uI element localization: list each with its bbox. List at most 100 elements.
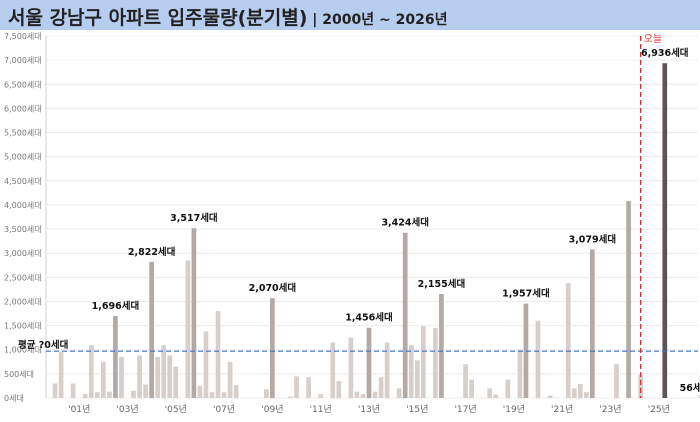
bar <box>396 388 402 398</box>
x-tick-label: '01년 <box>68 404 90 415</box>
bar <box>614 364 619 398</box>
bar <box>414 360 420 398</box>
bar <box>372 391 378 398</box>
bar <box>348 337 354 398</box>
x-tick-label: '09년 <box>261 404 283 415</box>
bar <box>173 366 179 398</box>
title-main: 서울 강남구 아파트 입주물량(분기별) <box>8 7 308 29</box>
bar <box>113 315 118 398</box>
y-tick-label: 5,500세대 <box>4 129 42 138</box>
today-marker-label: 오늘 <box>644 33 662 45</box>
bar <box>360 394 366 398</box>
bar <box>203 331 209 398</box>
x-tick-label: '15년 <box>406 404 428 415</box>
x-tick-label: '17년 <box>454 404 476 415</box>
bar <box>306 377 311 398</box>
bar <box>119 356 124 398</box>
bar <box>354 391 360 398</box>
bar <box>698 395 700 398</box>
x-tick-label: '13년 <box>358 404 380 415</box>
bar <box>233 384 239 398</box>
y-tick-label: 2,000세대 <box>4 297 42 306</box>
y-tick-label: 0세대 <box>4 394 24 403</box>
bar <box>58 352 64 398</box>
y-tick-label: 7,000세대 <box>4 56 42 65</box>
bar <box>439 293 444 398</box>
bar <box>626 201 631 398</box>
bar <box>420 326 426 398</box>
title-subtitle: 2000년 ~ 2026년 <box>322 12 448 28</box>
data-label: 2,070세대 <box>249 282 297 294</box>
x-tick-label: '05년 <box>165 404 187 415</box>
bar <box>149 261 155 398</box>
bar <box>197 385 203 398</box>
title-banner: 서울 강남구 아파트 입주물량(분기별) | 2000년 ~ 2026년 <box>0 0 700 30</box>
bar <box>318 394 324 398</box>
bar <box>221 392 227 398</box>
chart-canvas: 0세대 500세대 1,000세대 1,500세대 2,000세대 2,500세대 3,00… <box>4 32 700 415</box>
y-tick-label: 4,500세대 <box>4 177 42 186</box>
bar <box>589 249 595 398</box>
bar <box>469 379 474 398</box>
bar <box>215 311 221 398</box>
data-label: 1,696세대 <box>92 300 140 312</box>
bar <box>638 374 644 398</box>
y-tick-label: 2,500세대 <box>4 273 42 282</box>
y-tick-label: 3,500세대 <box>4 225 42 234</box>
data-label: 1,957세대 <box>502 288 550 300</box>
y-tick-label: 1,000세대 <box>4 346 42 355</box>
bar <box>433 328 438 398</box>
bar <box>52 383 58 398</box>
bar <box>463 364 468 398</box>
bar <box>107 391 112 398</box>
bar <box>384 342 390 398</box>
x-tick-label: '19년 <box>503 404 525 415</box>
bar <box>565 283 571 398</box>
bar <box>161 344 167 398</box>
data-label: 1,456세대 <box>345 312 393 324</box>
bar <box>263 389 269 398</box>
x-tick-label: '23년 <box>599 404 621 415</box>
bar <box>493 394 499 398</box>
data-label: 3,079세대 <box>569 233 617 245</box>
y-tick-label: 6,000세대 <box>4 104 42 113</box>
title-separator: | <box>307 12 323 28</box>
x-tick-label: '03년 <box>116 404 138 415</box>
data-label: 3,424세대 <box>381 217 429 229</box>
bar <box>185 260 191 398</box>
bar <box>131 390 136 398</box>
data-label: 6,936세대 <box>641 47 689 59</box>
y-tick-label: 7,500세대 <box>4 32 42 41</box>
bar <box>523 303 529 398</box>
bar <box>487 388 493 398</box>
bar <box>82 394 88 398</box>
bar <box>378 377 384 398</box>
y-tick-label: 5,000세대 <box>4 153 42 162</box>
bar <box>155 356 161 398</box>
bar <box>366 327 372 398</box>
x-tick-label: '25년 <box>648 404 670 415</box>
bar <box>191 228 197 398</box>
bar <box>143 384 148 398</box>
x-tick-label: '21년 <box>551 404 573 415</box>
data-label: 56세대 <box>680 382 700 394</box>
data-label: 2,822세대 <box>128 246 176 258</box>
bar <box>100 361 106 398</box>
bar <box>547 395 553 398</box>
bar <box>209 392 215 398</box>
y-tick-label: 4,000세대 <box>4 201 42 210</box>
x-tick-label: '11년 <box>310 404 332 415</box>
average-line-label: 평균 ?0세대 <box>18 339 68 351</box>
bar <box>402 232 408 398</box>
bar <box>288 396 293 398</box>
y-tick-label: 3,000세대 <box>4 249 42 258</box>
bar <box>137 355 142 398</box>
bar <box>535 320 541 398</box>
bar <box>88 344 94 398</box>
bar <box>505 379 511 398</box>
y-tick-label: 1,500세대 <box>4 322 42 331</box>
bar <box>583 392 589 398</box>
x-tick-label: '07년 <box>213 404 235 415</box>
y-tick-label: 6,500세대 <box>4 80 42 89</box>
bar <box>227 361 233 398</box>
